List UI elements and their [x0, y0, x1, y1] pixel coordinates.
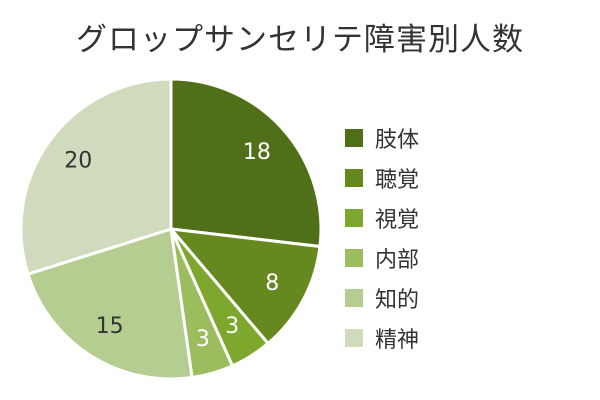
slice-labels: 18 8 33 15 20	[64, 140, 279, 352]
legend-swatch	[345, 209, 363, 227]
legend-label: 知的	[375, 288, 420, 313]
legend-item: 肢体	[345, 118, 419, 158]
legend-swatch	[345, 329, 363, 347]
legend-item: 知的	[345, 278, 419, 318]
pie-slice-2	[169, 227, 322, 345]
slice-value-label: 3	[225, 314, 239, 339]
legend-label: 精神	[375, 328, 420, 353]
legend-label: 視覚	[375, 208, 420, 233]
pie-slice-6	[19, 77, 173, 276]
legend-item: 聴覚	[345, 158, 419, 198]
legend-label: 聴覚	[375, 168, 420, 193]
chart-title: グロップサンセリテ障害別人数	[76, 22, 524, 58]
slice-value-label: 15	[96, 314, 124, 339]
pie-slice-5	[26, 227, 194, 381]
legend-swatch	[345, 169, 363, 187]
legend-label: 肢体	[375, 128, 420, 153]
legend-item: 内部	[345, 238, 419, 278]
legend: 肢体聴覚視覚内部知的精神	[345, 118, 419, 358]
slice-value-label: 18	[243, 140, 271, 165]
legend-swatch	[345, 289, 363, 307]
legend-swatch	[345, 249, 363, 267]
legend-item: 精神	[345, 318, 419, 358]
legend-label: 内部	[375, 248, 420, 273]
legend-item: 視覚	[345, 198, 419, 238]
pie-slice-1	[169, 77, 323, 249]
slice-value-label: 20	[64, 149, 92, 174]
slice-value-label: 3	[196, 327, 210, 352]
pie-slices	[19, 77, 323, 381]
slice-value-label: 8	[265, 271, 279, 296]
legend-swatch	[345, 129, 363, 147]
